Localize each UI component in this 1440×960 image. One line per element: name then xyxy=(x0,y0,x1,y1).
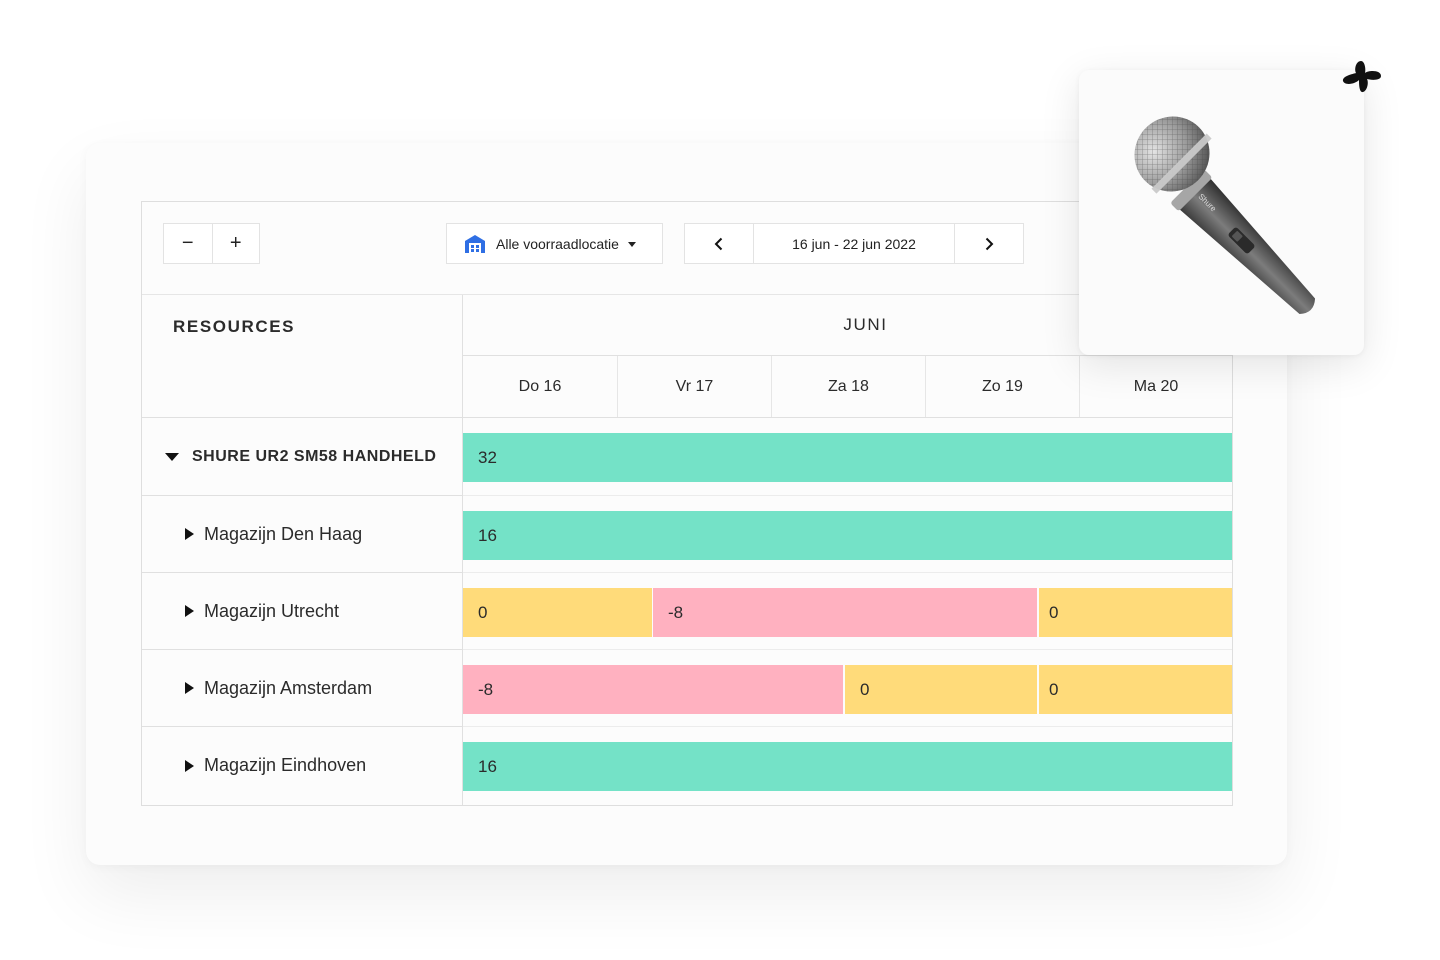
availability-bar[interactable]: 0 xyxy=(463,588,652,637)
resource-row-parent[interactable]: SHURE UR2 SM58 HANDHELD xyxy=(142,418,462,496)
resources-column: RESOURCES SHURE UR2 SM58 HANDHELD Magazi… xyxy=(142,295,463,805)
availability-bar[interactable]: 16 xyxy=(463,511,1232,560)
resource-label: Magazijn Amsterdam xyxy=(204,677,373,698)
warehouse-icon xyxy=(465,234,485,253)
previous-week-button[interactable] xyxy=(685,224,753,263)
expand-triangle-icon[interactable] xyxy=(185,759,194,772)
microphone-icon: Shure xyxy=(1134,116,1316,315)
availability-planner: − + Alle voorraadlocatie 16 jun - 22 jun… xyxy=(141,201,1233,806)
expand-triangle-icon[interactable] xyxy=(185,528,194,540)
resource-row-utrecht[interactable]: Magazijn Utrecht xyxy=(142,573,462,650)
zoom-out-button[interactable]: − xyxy=(181,232,194,254)
availability-bar[interactable]: -8 xyxy=(463,665,843,714)
expand-triangle-icon[interactable] xyxy=(185,605,194,617)
chevron-right-icon xyxy=(985,237,994,250)
availability-bar[interactable]: 0 xyxy=(1039,665,1232,714)
caret-down-icon xyxy=(627,242,636,247)
resource-row-amsterdam[interactable]: Magazijn Amsterdam xyxy=(142,650,462,727)
availability-bar[interactable]: 16 xyxy=(463,742,1232,791)
resource-label: SHURE UR2 SM58 HANDHELD xyxy=(192,447,437,465)
day-header: Zo 19 xyxy=(925,356,1079,417)
location-label: Alle voorraadlocatie xyxy=(496,235,619,252)
availability-bar[interactable]: 0 xyxy=(1039,588,1232,637)
resource-row-eindhoven[interactable]: Magazijn Eindhoven xyxy=(142,727,462,804)
location-dropdown[interactable]: Alle voorraadlocatie xyxy=(446,223,663,264)
day-header: Za 18 xyxy=(771,356,925,417)
day-header: Vr 17 xyxy=(617,356,771,417)
availability-lane-utrecht: 0 -8 0 xyxy=(463,573,1232,650)
resource-label: Magazijn Den Haag xyxy=(204,523,363,544)
next-week-button[interactable] xyxy=(955,224,1023,263)
resource-row-den-haag[interactable]: Magazijn Den Haag xyxy=(142,496,462,573)
chevron-left-icon xyxy=(714,237,723,250)
collapse-triangle-icon[interactable] xyxy=(165,452,179,461)
resource-label: Magazijn Utrecht xyxy=(204,600,340,621)
date-navigator: 16 jun - 22 jun 2022 xyxy=(684,223,1024,264)
zoom-controls: − + xyxy=(163,223,260,264)
day-header: Do 16 xyxy=(518,377,562,395)
day-header: Ma 20 xyxy=(1079,356,1232,417)
timeline: JUNI Do 16 Vr 17 Za 18 Zo 19 Ma 20 32 16… xyxy=(463,295,1232,805)
sparkle-icon xyxy=(1342,61,1381,93)
month-header: JUNI xyxy=(463,295,1232,356)
availability-bar[interactable]: 32 xyxy=(463,433,1232,482)
resource-label: Magazijn Eindhoven xyxy=(204,755,367,775)
day-header-row: Do 16 Vr 17 Za 18 Zo 19 Ma 20 xyxy=(463,356,1232,418)
availability-lane-parent: 32 xyxy=(463,418,1232,496)
availability-lane-eindhoven: 16 xyxy=(463,727,1232,804)
resources-header: RESOURCES xyxy=(142,295,462,418)
toolbar: − + Alle voorraadlocatie 16 jun - 22 jun… xyxy=(142,202,1232,295)
zoom-in-button[interactable]: + xyxy=(211,224,260,263)
availability-bar[interactable]: -8 xyxy=(653,588,1037,637)
date-range-label[interactable]: 16 jun - 22 jun 2022 xyxy=(753,224,955,263)
product-image-card: Shure xyxy=(1079,70,1364,355)
availability-bar[interactable]: 0 xyxy=(845,665,1037,714)
availability-lane-den-haag: 16 xyxy=(463,496,1232,573)
availability-lane-amsterdam: -8 0 0 xyxy=(463,650,1232,727)
expand-triangle-icon[interactable] xyxy=(185,682,194,694)
